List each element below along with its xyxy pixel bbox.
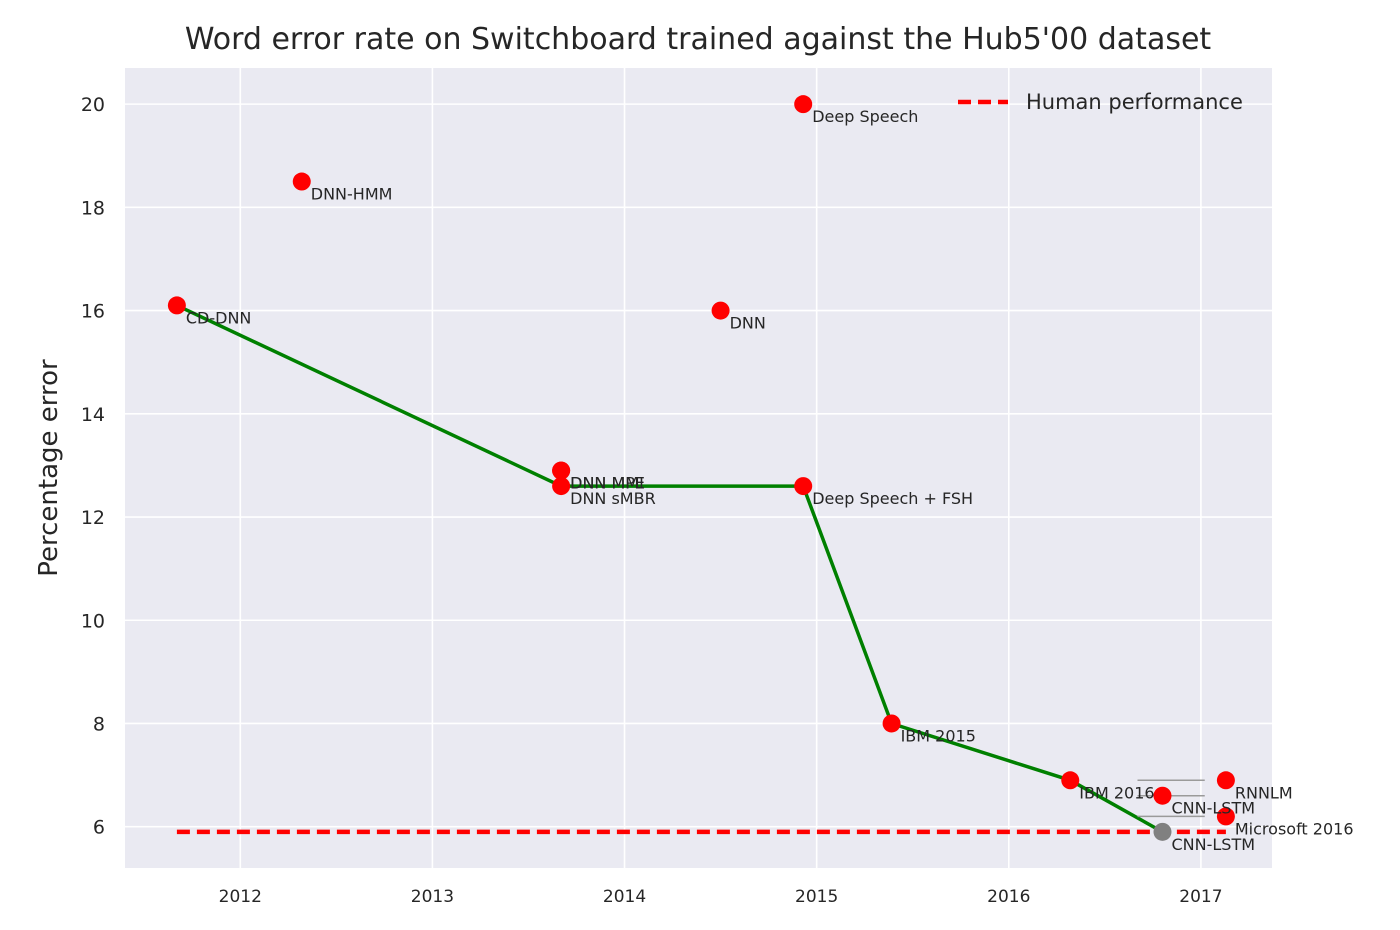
point-label-dnn-smbr: DNN sMBR [570, 489, 656, 508]
point-cnn-lstm [1153, 786, 1172, 805]
legend: Human performance [958, 90, 1243, 114]
grid [125, 68, 1272, 868]
point-label-ibm-2015: IBM 2015 [901, 726, 976, 745]
data-points [167, 95, 1235, 841]
y-tick-label: 8 [93, 713, 105, 735]
y-tick-label: 12 [81, 507, 105, 529]
axis-ticks: 2012 2013 2014 2015 2016 2017 6 8 10 12 14 16 18 20 [81, 94, 1223, 907]
y-tick-label: 10 [81, 610, 105, 632]
y-axis-label: Percentage error [34, 359, 64, 577]
x-tick-label: 2017 [1179, 887, 1222, 907]
point-cd-dnn [167, 296, 186, 315]
x-tick-label: 2012 [219, 887, 262, 907]
point-rnnlm [1216, 771, 1235, 790]
y-tick-label: 6 [93, 817, 105, 839]
y-tick-label: 18 [81, 197, 105, 219]
point-label-cnn-lstm: CNN-LSTM [1171, 799, 1255, 818]
point-deep-speech [794, 95, 813, 114]
point-dnn [711, 301, 730, 320]
legend-label-human-performance: Human performance [1026, 90, 1243, 114]
x-tick-label: 2016 [987, 887, 1030, 907]
point-cnn-lstm [1153, 822, 1172, 841]
point-label-dnn-hmm: DNN-HMM [311, 185, 393, 204]
plot-background [125, 68, 1272, 868]
point-deep-speech-fsh [794, 477, 813, 496]
x-tick-label: 2013 [411, 887, 454, 907]
point-dnn-smbr [552, 477, 571, 496]
point-label-deep-speech: Deep Speech [812, 107, 918, 126]
point-label-cd-dnn: CD-DNN [186, 308, 252, 327]
y-tick-label: 14 [81, 404, 105, 426]
point-ibm-2015 [882, 714, 901, 733]
x-tick-label: 2014 [603, 887, 646, 907]
point-microsoft-2016 [1216, 807, 1235, 826]
point-dnn-mpe [552, 461, 571, 480]
y-tick-label: 16 [81, 301, 105, 323]
point-label-deep-speech-fsh: Deep Speech + FSH [812, 489, 973, 508]
point-label-rnnlm: RNNLM [1235, 783, 1293, 802]
best-result-line [176, 303, 1164, 834]
point-label-dnn-mmi: DNN MMI [570, 474, 644, 493]
point-label-dnn-mpe: DNN MPE [570, 474, 645, 493]
point-label-cnn-lstm: CNN-LSTM [1171, 835, 1255, 854]
point-label-dnn: DNN [730, 314, 766, 333]
chart-title: Word error rate on Switchboard trained a… [185, 22, 1212, 57]
point-label-microsoft-2016: Microsoft 2016 [1235, 819, 1354, 838]
point-label-ibm-2016: IBM 2016 [1079, 783, 1154, 802]
x-tick-label: 2015 [795, 887, 838, 907]
point-dnn-hmm [292, 172, 311, 191]
y-tick-label: 20 [81, 94, 105, 116]
point-ibm-2016 [1061, 771, 1080, 790]
